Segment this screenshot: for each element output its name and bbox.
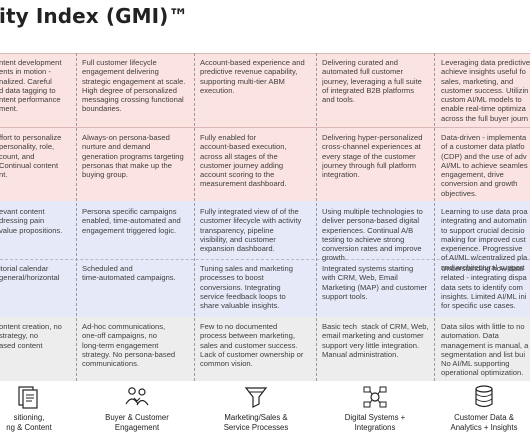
maturity-cell-buyer-4: Scheduled and time-automated campaigns. xyxy=(82,264,176,283)
column-footer-marketing: Marketing/Sales & Service Processes xyxy=(196,384,316,442)
maturity-cell-positioning-5: ontent creation, no strategy, no ased co… xyxy=(0,322,62,350)
maturity-cell-marketing-3: Fully integrated view of of the customer… xyxy=(200,207,302,254)
column-footer-buyer: Buyer & Customer Engagement xyxy=(80,384,194,442)
column-footer-positioning: sitioning, ng & Content xyxy=(0,384,78,442)
maturity-cell-buyer-3: Persona specific campaigns enabled, time… xyxy=(82,207,181,235)
column-label-line2: Integrations xyxy=(354,423,396,432)
column-footer-digital: Digital Systems + Integrations xyxy=(316,384,434,442)
column-footer-data: Customer Data & Analytics + Insights xyxy=(434,384,530,442)
page-title: ity Index (GMI)™ xyxy=(0,4,189,28)
maturity-cell-buyer-2: Always-on persona-based nurture and dema… xyxy=(82,133,184,180)
column-label-line2: Analytics + Insights xyxy=(450,423,518,432)
maturity-cell-positioning-3: evant content dressing pain value propos… xyxy=(0,207,63,235)
column-label-line2: Service Processes xyxy=(223,423,289,432)
column-label-line1: Buyer & Customer xyxy=(105,413,169,422)
maturity-cell-digital-2: Delivering hyper-personalized cross-chan… xyxy=(322,133,423,180)
maturity-cell-data-2: Data-driven - implementa of a customer d… xyxy=(441,133,528,198)
column-divider xyxy=(76,53,77,381)
column-divider xyxy=(316,53,317,381)
maturity-cell-data-4: Understanding how data related - integra… xyxy=(441,264,527,311)
maturity-cell-buyer-1: Full customer lifecycle engagement deliv… xyxy=(82,58,186,114)
maturity-cell-marketing-4: Tuning sales and marketing processes to … xyxy=(200,264,294,311)
maturity-cell-buyer-5: Ad-hoc communications, one-off campaigns… xyxy=(82,322,176,369)
row-divider xyxy=(0,259,530,260)
maturity-cell-positioning-4: itorial calendar general/horizontal xyxy=(0,264,60,283)
column-label-line1: Customer Data & xyxy=(454,413,514,422)
column-label: Marketing/Sales & Service Processes xyxy=(196,413,316,433)
row-divider xyxy=(0,53,530,54)
maturity-cell-positioning-2: ffort to personalize personality, role, … xyxy=(0,133,62,180)
maturity-cell-data-3: Learning to use data proa integrating an… xyxy=(441,207,528,272)
column-label-line2: ng & Content xyxy=(6,423,52,432)
maturity-cell-digital-3: Using multiple technologies to deliver p… xyxy=(322,207,423,263)
maturity-cell-marketing-1: Account-based experience and predictive … xyxy=(200,58,305,95)
maturity-cell-positioning-1: ntent development ents in motion - naliz… xyxy=(0,58,62,114)
column-label: Customer Data & Analytics + Insights xyxy=(434,413,530,433)
column-label-line2: Engagement xyxy=(114,423,160,432)
column-label-line1: Marketing/Sales & xyxy=(224,413,288,422)
maturity-cell-marketing-5: Few to no documented process between mar… xyxy=(200,322,304,369)
column-label-line1: sitioning, xyxy=(13,413,45,422)
column-label-line1: Digital Systems + xyxy=(344,413,406,422)
level-band-bottom xyxy=(0,317,530,381)
maturity-cell-marketing-2: Fully enabled for account-based executio… xyxy=(200,133,287,189)
column-label: Buyer & Customer Engagement xyxy=(80,413,194,433)
column-label: sitioning, ng & Content xyxy=(0,413,78,433)
maturity-cell-digital-5: Basic tech stack of CRM, Web, email mark… xyxy=(322,322,429,359)
maturity-cell-data-5: Data silos with little to no automation.… xyxy=(441,322,529,378)
row-divider xyxy=(0,127,530,128)
column-label: Digital Systems + Integrations xyxy=(316,413,434,433)
maturity-cell-digital-1: Delivering curated and automated full cu… xyxy=(322,58,422,105)
column-divider xyxy=(194,53,195,381)
maturity-cell-digital-4: Integrated systems starting with CRM, We… xyxy=(322,264,428,301)
maturity-cell-data-1: Leveraging data predictive achieve insig… xyxy=(441,58,530,123)
column-divider xyxy=(434,53,435,381)
